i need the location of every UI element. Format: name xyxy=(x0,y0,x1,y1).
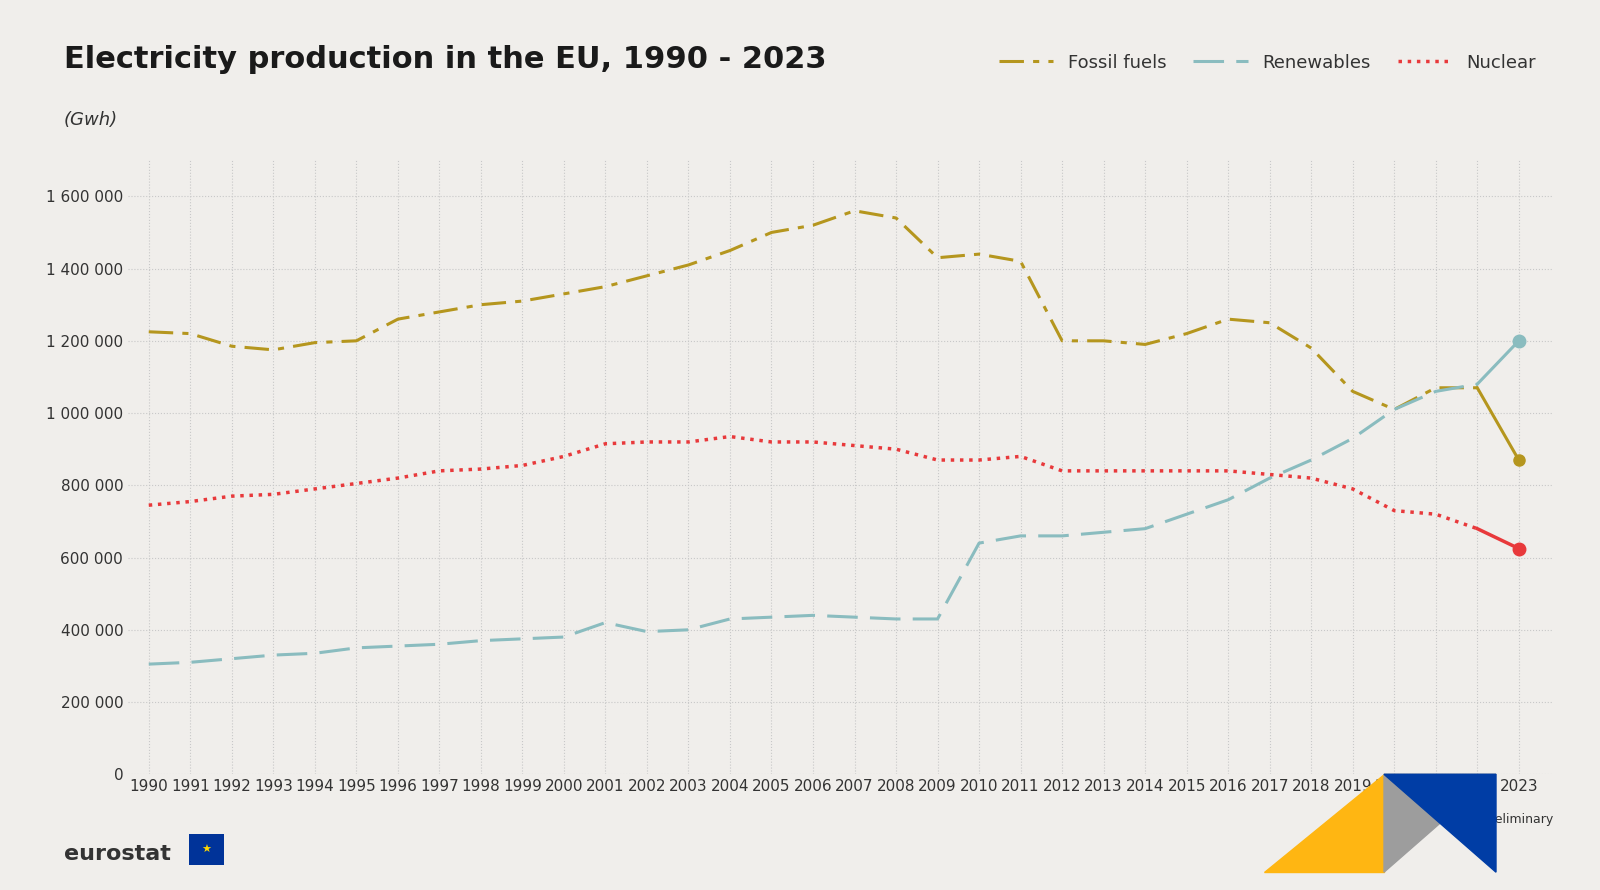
Text: preliminary: preliminary xyxy=(1483,813,1555,826)
Legend: Fossil fuels, Renewables, Nuclear: Fossil fuels, Renewables, Nuclear xyxy=(992,46,1542,79)
Text: ★: ★ xyxy=(202,845,211,854)
Text: (Gwh): (Gwh) xyxy=(64,111,118,129)
Text: Electricity production in the EU, 1990 - 2023: Electricity production in the EU, 1990 -… xyxy=(64,44,827,74)
Text: eurostat: eurostat xyxy=(64,845,171,864)
